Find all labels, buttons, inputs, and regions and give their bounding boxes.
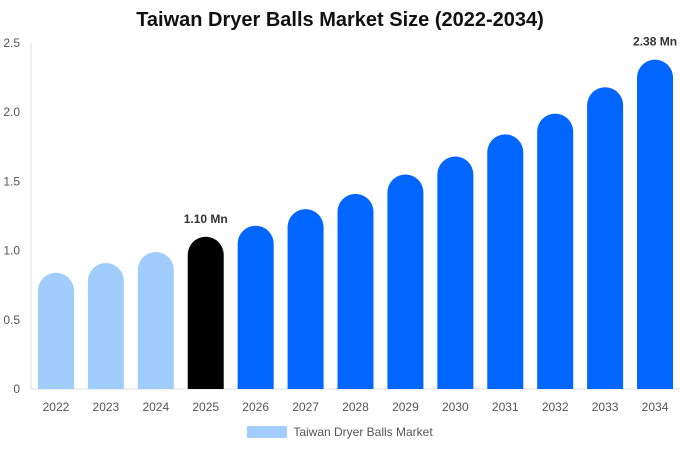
bar-2029[interactable] xyxy=(387,174,424,389)
x-tick-label: 2034 xyxy=(642,400,669,414)
bar-2024[interactable] xyxy=(137,251,174,389)
x-tick-label: 2024 xyxy=(142,400,169,414)
y-tick-label: 0.5 xyxy=(3,313,20,327)
bar-2023[interactable] xyxy=(87,263,124,389)
legend-swatch xyxy=(247,426,288,438)
x-tick-label: 2023 xyxy=(93,400,120,414)
legend[interactable]: Taiwan Dryer Balls Market xyxy=(0,425,680,439)
chart-title: Taiwan Dryer Balls Market Size (2022-203… xyxy=(136,9,544,31)
bar-2032[interactable] xyxy=(537,113,574,390)
x-tick-label: 2026 xyxy=(242,400,269,414)
y-tick-label: 2.5 xyxy=(3,36,20,50)
bar-2033[interactable] xyxy=(587,87,624,390)
y-tick-label: 2.0 xyxy=(3,105,20,119)
bar-2025[interactable] xyxy=(187,236,224,389)
bar-2031[interactable] xyxy=(487,134,524,389)
x-tick-label: 2028 xyxy=(342,400,369,414)
data-label: 2.38 Mn xyxy=(633,35,677,49)
bar-2030[interactable] xyxy=(437,156,474,389)
x-tick-label: 2029 xyxy=(392,400,419,414)
x-tick-label: 2030 xyxy=(442,400,469,414)
y-tick-label: 0 xyxy=(13,382,20,396)
y-tick-label: 1.5 xyxy=(3,174,20,188)
y-tick-label: 1.0 xyxy=(3,244,20,258)
x-tick-label: 2033 xyxy=(592,400,619,414)
x-tick-label: 2025 xyxy=(192,400,219,414)
bar-2022[interactable] xyxy=(37,272,74,389)
x-tick-label: 2027 xyxy=(292,400,319,414)
bar-2026[interactable] xyxy=(237,225,274,389)
data-label: 1.10 Mn xyxy=(184,212,228,226)
bar-2027[interactable] xyxy=(287,209,324,389)
bar-2034[interactable] xyxy=(637,59,674,390)
x-tick-label: 2031 xyxy=(492,400,519,414)
bar-2028[interactable] xyxy=(337,193,374,389)
x-tick-label: 2032 xyxy=(542,400,569,414)
legend-label: Taiwan Dryer Balls Market xyxy=(293,425,433,439)
x-tick-label: 2022 xyxy=(43,400,70,414)
